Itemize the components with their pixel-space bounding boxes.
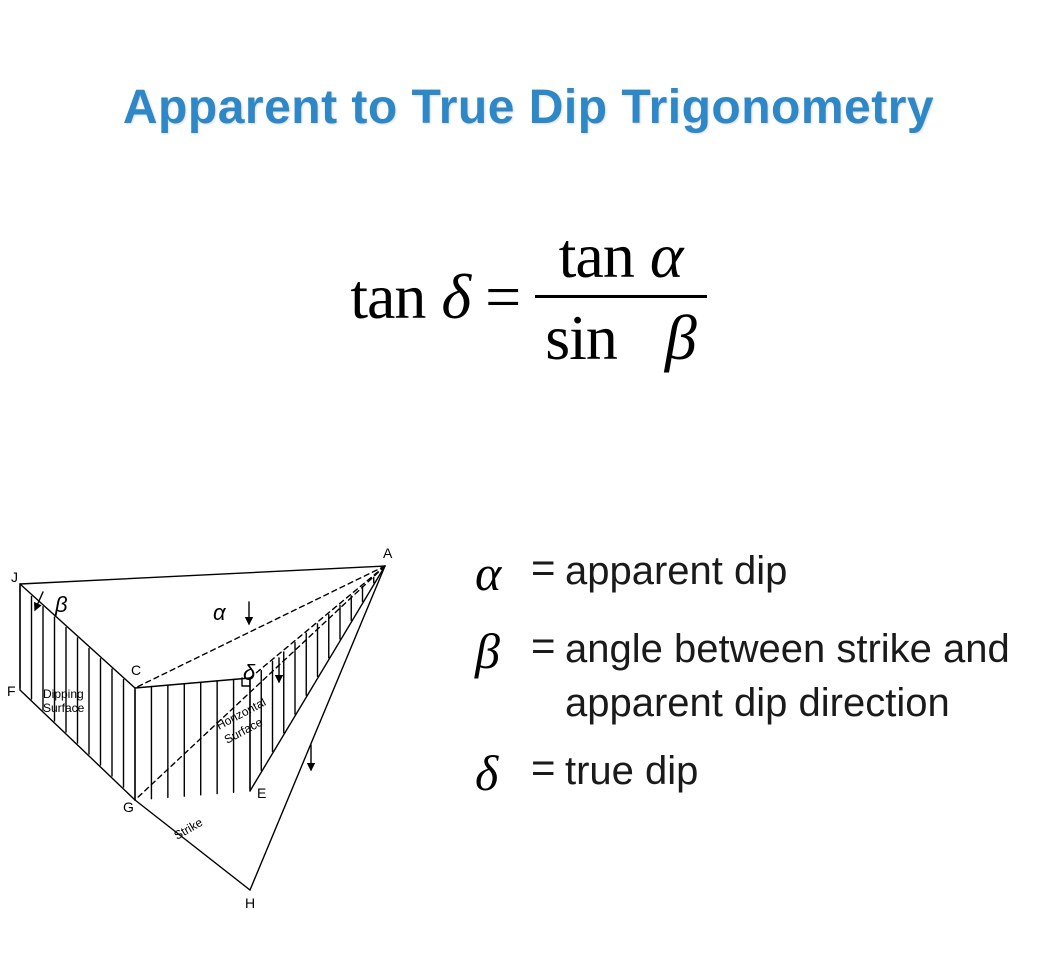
legend-equals: =: [531, 540, 565, 597]
svg-text:G: G: [123, 799, 134, 815]
svg-text:β: β: [54, 592, 68, 617]
legend-equals: =: [531, 618, 565, 675]
eq-equals: =: [485, 260, 521, 334]
eq-den-var: β: [665, 302, 697, 373]
svg-text:F: F: [7, 683, 16, 699]
legend-equals: =: [531, 740, 565, 797]
svg-text:E: E: [257, 785, 266, 801]
legend-row-delta: δ = true dip: [475, 740, 1047, 808]
legend-row-alpha: α = apparent dip: [475, 540, 1047, 608]
dip-diagram-svg: AJCEGHFDippingSurfaceHorizontalSurfaceSt…: [0, 530, 430, 930]
legend-symbol: β: [475, 618, 531, 686]
eq-lhs: tan δ: [350, 260, 471, 334]
svg-text:Dipping: Dipping: [43, 687, 84, 701]
svg-text:δ: δ: [243, 660, 256, 685]
eq-lhs-func: tan: [350, 261, 425, 332]
legend-text: angle between strike and apparent dip di…: [565, 618, 1047, 730]
svg-text:α: α: [213, 600, 227, 625]
equation-block: tan δ = tan α sin β: [0, 220, 1057, 373]
eq-num-var: α: [650, 220, 684, 291]
eq-lhs-var: δ: [441, 261, 471, 332]
page-title: Apparent to True Dip Trigonometry: [0, 80, 1057, 135]
svg-text:Strike: Strike: [172, 815, 206, 843]
legend-row-beta: β = angle between strike and apparent di…: [475, 618, 1047, 730]
svg-text:Surface: Surface: [43, 701, 85, 715]
eq-fraction: tan α sin β: [535, 220, 707, 373]
eq-den-func: sin: [545, 302, 617, 373]
legend-symbol: δ: [475, 740, 531, 808]
eq-denominator: sin β: [535, 298, 707, 373]
svg-text:H: H: [245, 895, 255, 911]
legend-text: apparent dip: [565, 540, 1047, 598]
legend-symbol: α: [475, 540, 531, 608]
eq-numerator: tan α: [549, 220, 694, 295]
dip-diagram: AJCEGHFDippingSurfaceHorizontalSurfaceSt…: [0, 530, 430, 930]
eq-num-func: tan: [559, 220, 634, 291]
svg-text:A: A: [383, 545, 393, 561]
legend: α = apparent dip β = angle between strik…: [475, 540, 1047, 817]
svg-text:J: J: [11, 569, 18, 585]
legend-text: true dip: [565, 740, 1047, 798]
svg-text:C: C: [131, 662, 141, 678]
